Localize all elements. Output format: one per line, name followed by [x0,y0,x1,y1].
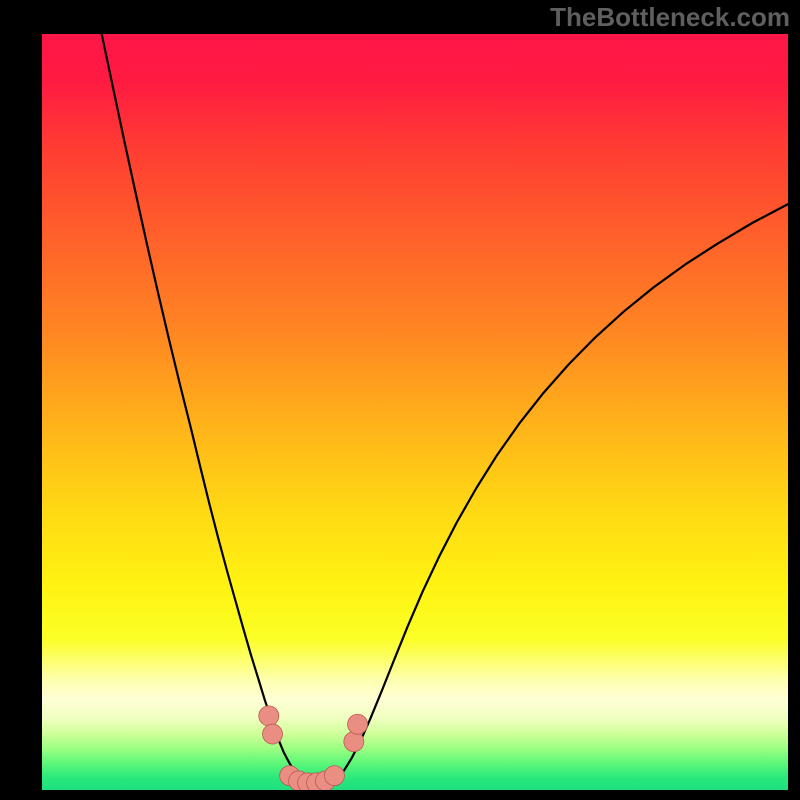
highlight-dot [259,706,279,726]
highlight-dot [324,766,344,786]
highlight-dot [263,724,283,744]
chart-stage: TheBottleneck.com [0,0,800,800]
gradient-background [42,34,788,790]
highlight-dot [344,732,364,752]
bottleneck-curve-chart [42,34,788,790]
highlight-dot [348,714,368,734]
watermark-text: TheBottleneck.com [550,2,790,33]
